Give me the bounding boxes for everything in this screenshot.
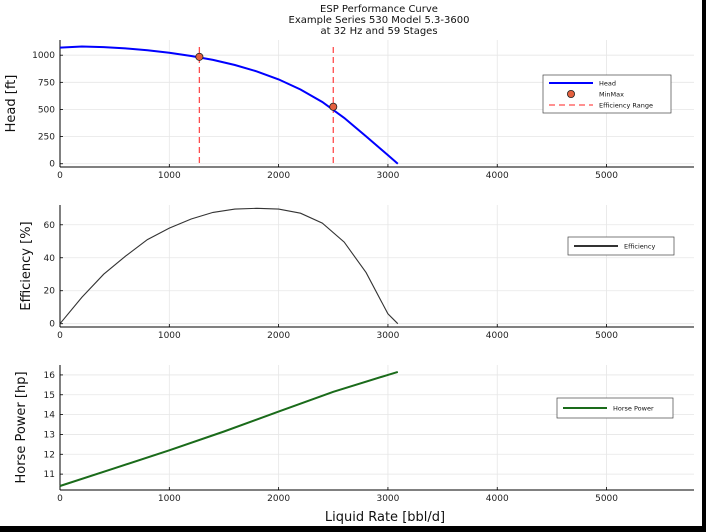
y-tick-label: 13 xyxy=(44,430,55,440)
y-axis-label: Head [ft] xyxy=(4,75,19,133)
x-tick-label: 1000 xyxy=(158,331,181,341)
legend: Efficiency xyxy=(567,236,675,256)
panel-1: 0 1000 2000 3000 4000 5000 0 250 500 750 1000 Head … xyxy=(4,40,694,181)
minmax-point xyxy=(329,102,338,111)
y-axis-label: Efficiency [%] xyxy=(19,221,34,310)
x-axis-label: Liquid Rate [bbl/d] xyxy=(325,510,445,525)
y-tick-label: 20 xyxy=(44,287,56,297)
x-tick-label: 3000 xyxy=(376,171,399,181)
figure-title: ESP Performance Curve Example Series 530… xyxy=(289,4,470,37)
legend-label: Horse Power xyxy=(613,404,654,412)
y-tick-label: 12 xyxy=(44,450,55,460)
y-tick-label: 15 xyxy=(44,391,55,401)
efficiency-series-line xyxy=(59,207,399,325)
x-tick-label: 4000 xyxy=(486,331,509,341)
x-tick-label: 1000 xyxy=(158,171,181,181)
title-line-1: ESP Performance Curve xyxy=(320,4,438,15)
x-tick-label: 5000 xyxy=(595,331,618,341)
x-tick-label: 3000 xyxy=(376,494,399,504)
x-tick-label: 3000 xyxy=(376,331,399,341)
title-line-2: Example Series 530 Model 5.3-3600 xyxy=(289,15,470,26)
legend-label: MinMax xyxy=(599,90,624,98)
legend-label: Head xyxy=(599,79,616,87)
y-tick-label: 0 xyxy=(49,320,55,330)
legend-point-swatch xyxy=(567,90,576,99)
x-tick-label: 4000 xyxy=(486,171,509,181)
y-tick-label: 250 xyxy=(38,133,55,143)
legend: Head MinMax Efficiency Range xyxy=(542,74,672,114)
x-tick-label: 5000 xyxy=(595,494,618,504)
head-series-line xyxy=(59,45,399,165)
legend-label: Efficiency xyxy=(624,242,655,250)
x-tick-label: 0 xyxy=(57,494,63,504)
legend-box xyxy=(556,397,674,419)
x-tick-label: 1000 xyxy=(158,494,181,504)
y-tick-label: 11 xyxy=(44,470,55,480)
x-tick-label: 2000 xyxy=(267,331,290,341)
y-tick-label: 500 xyxy=(38,105,55,115)
minmax-point xyxy=(195,52,204,61)
y-tick-label: 0 xyxy=(49,160,55,170)
legend-box xyxy=(567,236,675,256)
y-tick-label: 16 xyxy=(44,371,56,381)
x-tick-label: 0 xyxy=(57,331,63,341)
x-tick-label: 4000 xyxy=(486,494,509,504)
legend-label: Efficiency Range xyxy=(599,101,653,109)
x-tick-label: 2000 xyxy=(267,171,290,181)
y-axis-label: Horse Power [hp] xyxy=(14,371,29,483)
panel-2: 0 1000 2000 3000 4000 5000 0 20 40 60 Efficiency [… xyxy=(19,205,694,341)
y-tick-label: 1000 xyxy=(32,51,55,61)
y-tick-label: 40 xyxy=(44,254,56,264)
legend-box xyxy=(542,74,672,114)
title-line-3: at 32 Hz and 59 Stages xyxy=(320,26,437,37)
legend: Horse Power xyxy=(556,397,674,419)
x-tick-label: 5000 xyxy=(595,171,618,181)
x-tick-label: 2000 xyxy=(267,494,290,504)
panel-3: 0 1000 2000 3000 4000 5000 11 12 13 14 15 16 Horse P… xyxy=(14,365,694,525)
y-tick-label: 14 xyxy=(44,411,56,421)
x-tick-label: 0 xyxy=(57,171,63,181)
horse-power-series-line xyxy=(59,370,399,487)
y-tick-label: 750 xyxy=(38,78,55,88)
y-tick-label: 60 xyxy=(44,221,56,231)
